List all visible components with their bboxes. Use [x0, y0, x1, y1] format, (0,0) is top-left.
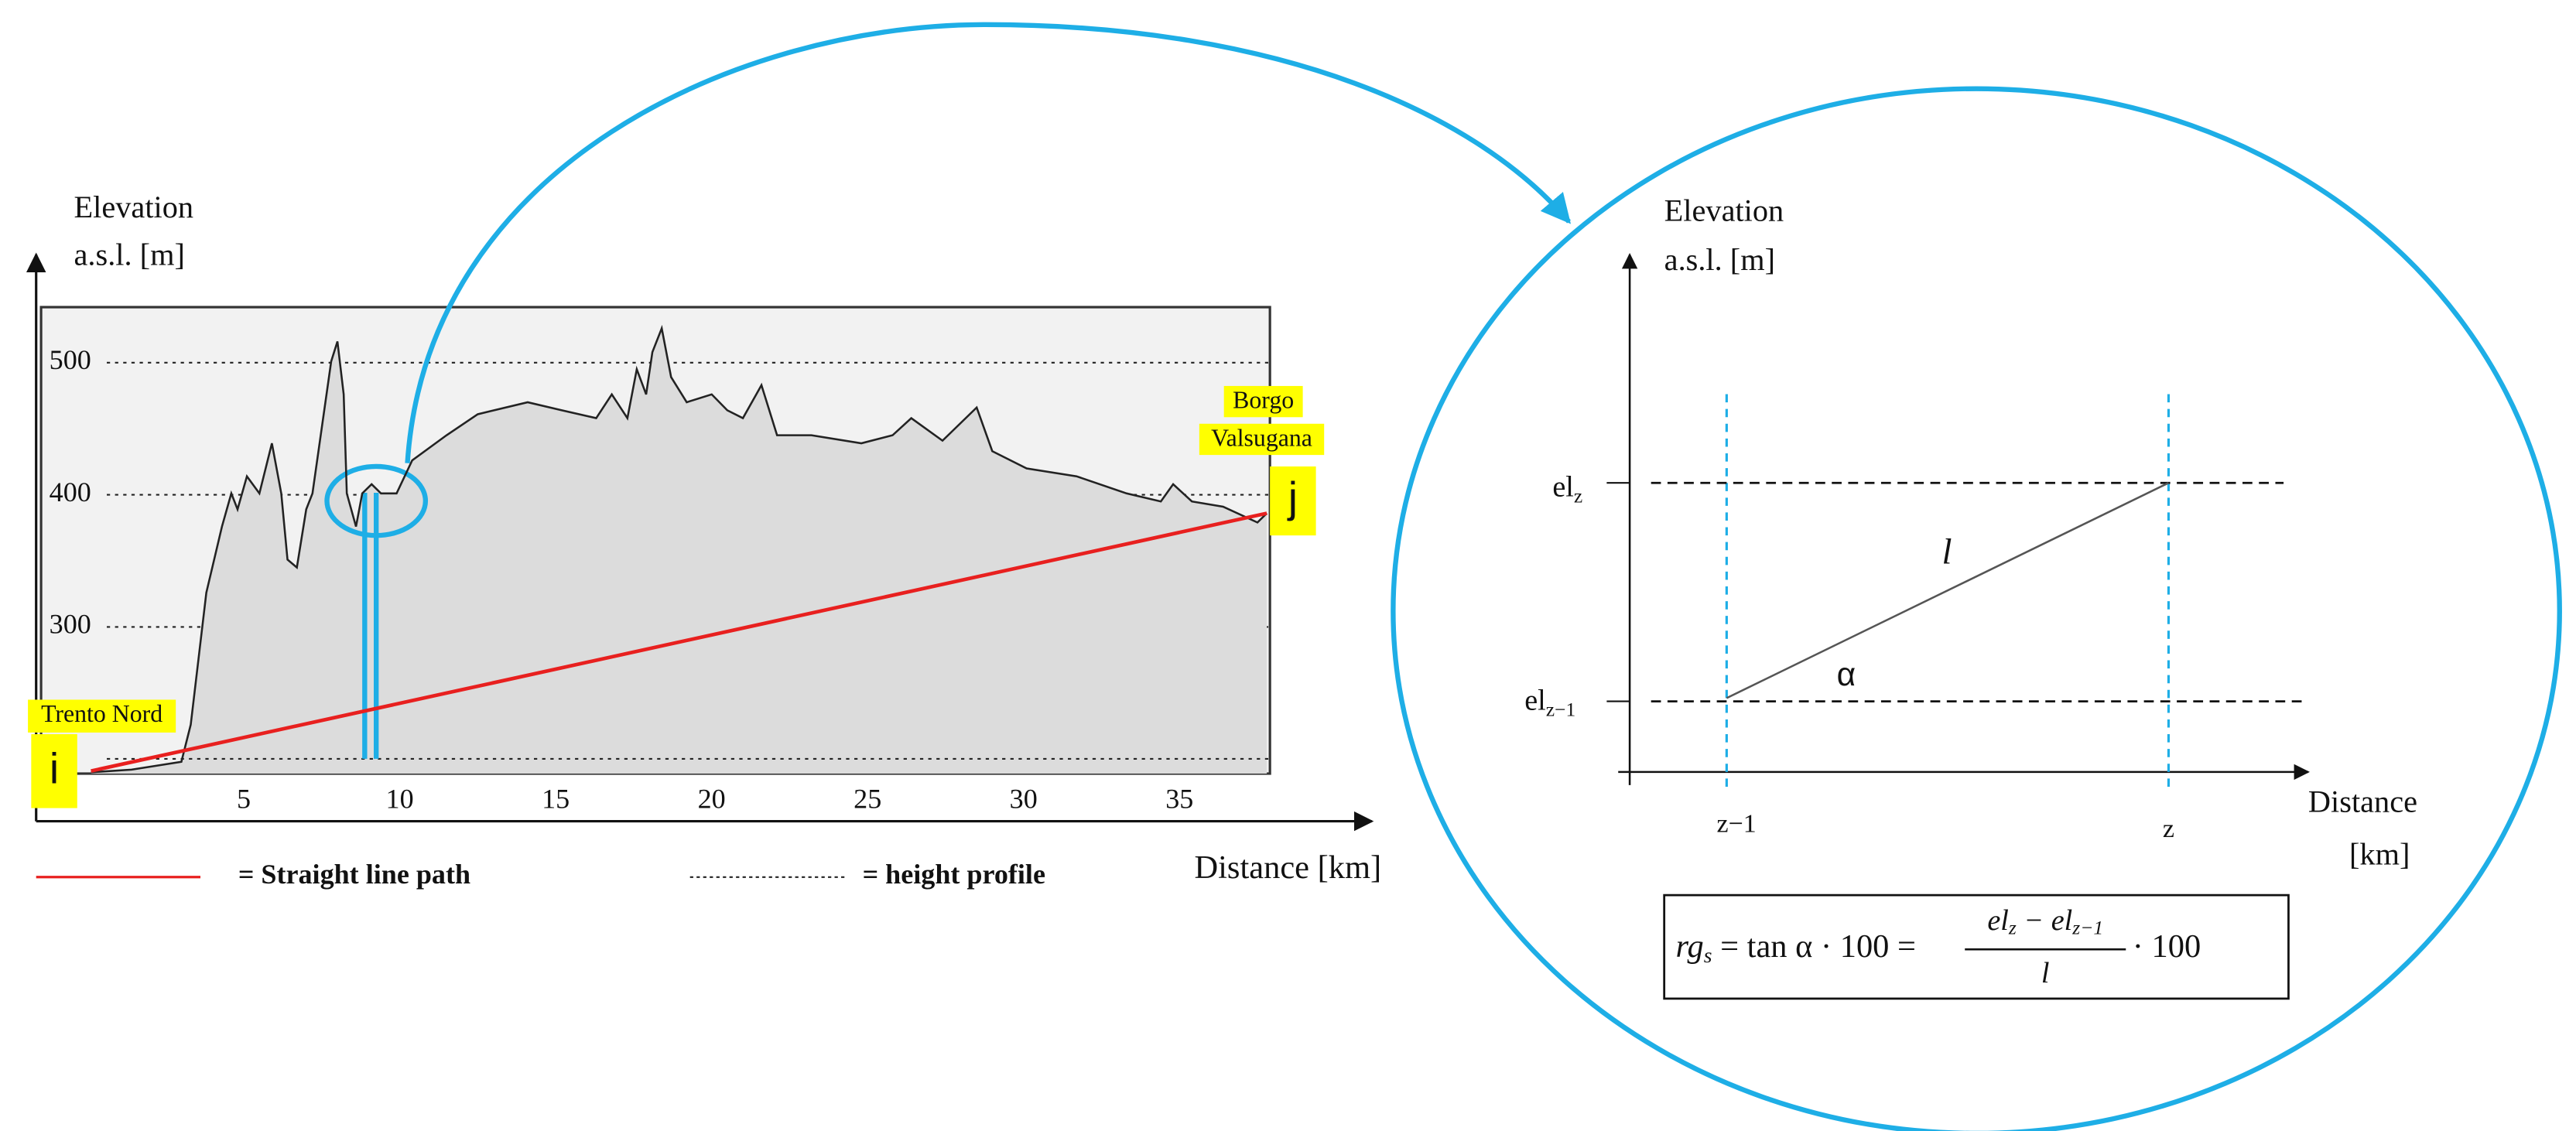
- end-marker: j: [1287, 473, 1298, 521]
- legend-label: = Straight line path: [238, 859, 470, 890]
- highlight-ellipse: [324, 463, 429, 538]
- zoom-circle: [1391, 86, 2562, 1131]
- y-tick-label: 500: [50, 344, 91, 375]
- y-tick-label: 300: [50, 609, 91, 640]
- formula-part: rg: [1676, 928, 1704, 965]
- x-tick-label: 10: [386, 783, 414, 814]
- height-profile: [91, 324, 1268, 774]
- el-sub: z−1: [1546, 698, 1575, 720]
- label-bg: [1199, 423, 1325, 456]
- formula-numerator: elz − elz−1: [1987, 904, 2103, 939]
- el-base: el: [1524, 684, 1546, 716]
- el-sub: z: [1574, 484, 1582, 507]
- formula-box: [1663, 894, 2290, 1000]
- formula-part: − el: [2017, 904, 2072, 937]
- el-z-1-label: elz−1: [1524, 684, 1575, 720]
- formula-part: z−1: [2071, 917, 2103, 939]
- x-axis-label: Distance [km]: [1194, 849, 1381, 886]
- detail-x-label: Distance: [2308, 784, 2417, 819]
- label-bg: [1223, 385, 1303, 418]
- straight-line-path: [91, 511, 1267, 773]
- formula-part: el: [1987, 904, 2009, 937]
- formula-tail: · 100: [2133, 928, 2201, 965]
- x-tick-label: 35: [1165, 783, 1193, 814]
- formula-part: s: [1704, 943, 1712, 967]
- el-base: el: [1552, 470, 1574, 503]
- y-axis-label: a.s.l. [m]: [74, 237, 185, 272]
- angle-label: α: [1837, 656, 1856, 692]
- x-tick-label: z: [2163, 815, 2174, 843]
- label-bg: [28, 699, 176, 733]
- formula-part: = tan α · 100 =: [1712, 928, 1915, 965]
- profile-area: [91, 328, 1267, 774]
- segment: [1726, 482, 2170, 699]
- el-z-label: elz: [1552, 470, 1582, 507]
- detail-y-label: a.s.l. [m]: [1664, 242, 1775, 277]
- label-bg: [31, 734, 77, 808]
- y-axis-label: Elevation: [74, 190, 194, 224]
- x-tick-label: 20: [698, 783, 726, 814]
- x-tick-label: 5: [237, 783, 251, 814]
- x-tick-label: 15: [542, 783, 570, 814]
- detail-y-label: Elevation: [1664, 193, 1784, 227]
- x-tick-label: 30: [1010, 783, 1038, 814]
- x-tick-label: 25: [854, 783, 881, 814]
- start-marker: i: [50, 744, 59, 792]
- end-label: Borgo: [1233, 386, 1294, 413]
- y-tick-label: 400: [50, 477, 91, 507]
- start-label: Trento Nord: [41, 700, 162, 727]
- end-label: Valsugana: [1211, 424, 1312, 451]
- plot-layer: [91, 328, 1271, 774]
- formula-part: z: [2008, 917, 2017, 939]
- detail-x-label: [km]: [2349, 837, 2410, 872]
- formula-denominator: l: [2041, 957, 2050, 989]
- legend-label: = height profile: [863, 859, 1045, 890]
- zoom-arrow: [405, 22, 1572, 463]
- segment-label: l: [1941, 531, 1952, 572]
- x-tick-label: z−1: [1717, 810, 1757, 839]
- formula-lhs: rgs = tan α · 100 =: [1676, 928, 1916, 967]
- label-bg: [1270, 466, 1316, 536]
